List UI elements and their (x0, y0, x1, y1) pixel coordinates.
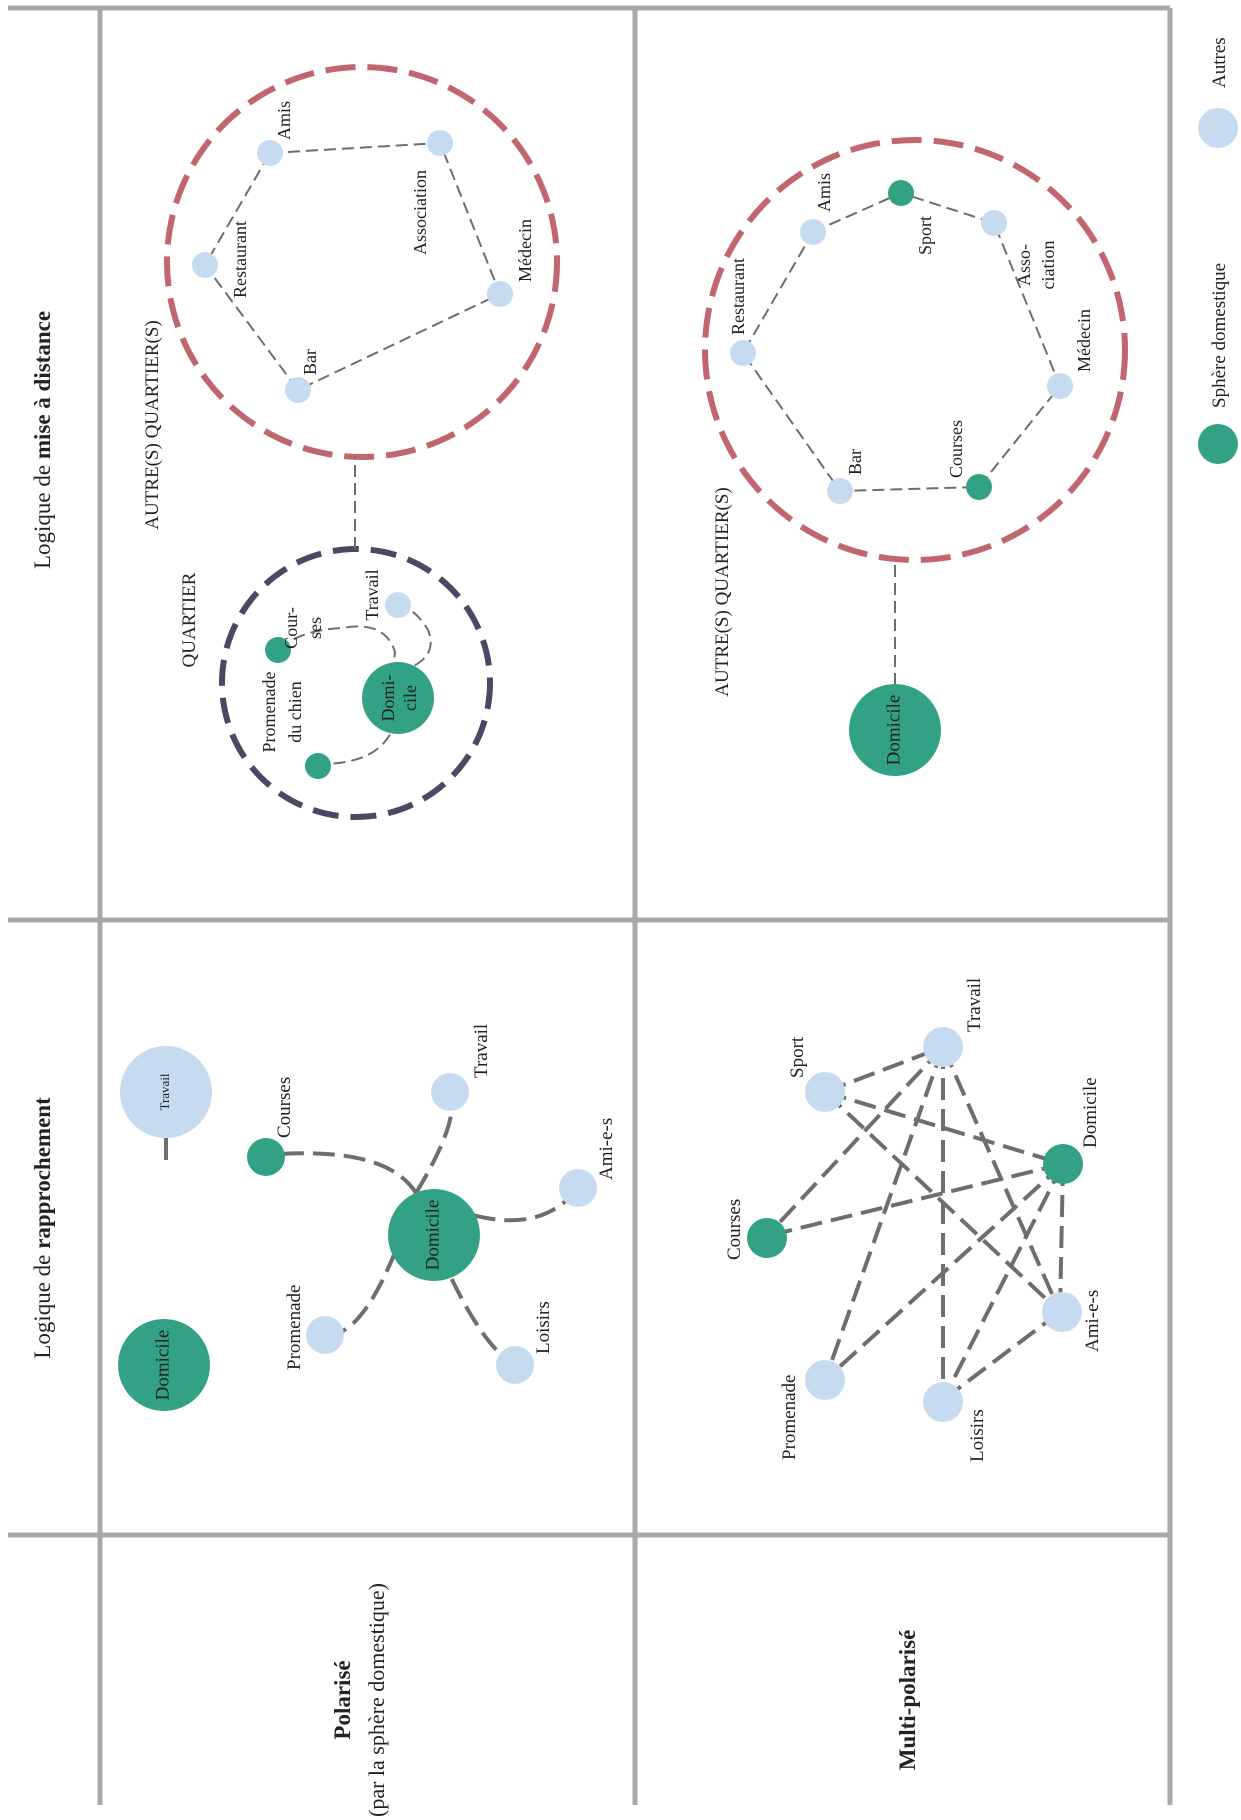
far-node-amis (257, 140, 283, 166)
multi-autres-quartiers-label: AUTRE(S) QUARTIER(S) (712, 487, 733, 696)
domicile-local-label: Domi-cile (378, 674, 420, 721)
ring-node-restaurant (730, 340, 756, 366)
cell-distance-multi: AUTRE(S) QUARTIER(S) Domicile Amis Sport… (702, 137, 1128, 776)
multi-node-courses (747, 1218, 787, 1258)
legend-domestic-label: Sphère domestique (1209, 263, 1230, 408)
multi-label-promenade: Promenade (779, 1375, 800, 1460)
node-travail-local (385, 592, 411, 618)
legend-domicile-node (118, 1319, 210, 1411)
far-label-amis: Amis (274, 101, 294, 140)
ring-label-association: Asso-ciation (1014, 241, 1058, 290)
multi-domicile-node (849, 684, 941, 776)
row-title-multi-polarise: Multi-polarisé (895, 1630, 920, 1771)
ring-label-bar: Bar (845, 449, 865, 475)
ring-node-medecin (1047, 373, 1073, 399)
header-mise-a-distance: Logique de mise à distance (30, 311, 55, 569)
far-label-medecin: Médecin (515, 219, 535, 282)
multi-node-sport (805, 1072, 845, 1112)
far-label-restaurant: Restaurant (230, 221, 250, 298)
label-courses: Courses (274, 1077, 295, 1138)
label-promenade: Promenade (284, 1285, 305, 1370)
cell-rapprochement-polarise: Domicile Travail Domicile Courses Travai… (118, 1024, 617, 1411)
node-loisirs (496, 1346, 534, 1384)
node-domicile-center (388, 1189, 480, 1281)
node-courses-local (265, 637, 291, 663)
node-promenade (306, 1316, 344, 1354)
courses-local-label: Cour-ses (281, 607, 325, 649)
label-travail: Travail (471, 1024, 492, 1078)
ring-autres-quartiers (164, 64, 560, 460)
ring-node-association (981, 210, 1007, 236)
ring-node-sport (888, 180, 914, 206)
ring-label-courses: Courses (946, 420, 966, 478)
multi-node-promenade (805, 1360, 845, 1400)
travail-local-label: Travail (362, 569, 382, 620)
header-rapprochement: Logique de rapprochement (30, 1097, 55, 1359)
far-label-association: Association (410, 170, 430, 255)
ring-node-courses (966, 474, 992, 500)
multi-node-ami-e-s (1042, 1292, 1082, 1332)
autres-quartiers-label: AUTRE(S) QUARTIER(S) (142, 320, 163, 529)
multi-label-ami-e-s: Ami-e-s (1082, 1290, 1103, 1352)
multi-ring-autres-quartiers (702, 137, 1128, 563)
legend-other-label: Autres (1209, 37, 1230, 88)
node-domicile-center-label: Domicile (422, 1200, 443, 1271)
multi-node-domicile (1043, 1144, 1083, 1184)
multi-node-loisirs (923, 1382, 963, 1422)
multi-node-travail (923, 1027, 963, 1067)
ring-label-medecin: Médecin (1074, 309, 1094, 372)
row-subtitle-polarise: (par la sphère domestique) (364, 1583, 389, 1817)
multi-label-sport: Sport (787, 1036, 808, 1078)
ring-node-amis (800, 219, 826, 245)
multi-domicile-label: Domicile (883, 695, 904, 766)
quartier-label: QUARTIER (179, 572, 200, 667)
node-promenade-local (305, 753, 331, 779)
row-title-polarise: Polarisé (330, 1660, 355, 1739)
label-loisirs: Loisirs (533, 1301, 554, 1354)
multi-label-travail: Travail (964, 978, 985, 1032)
far-node-association (427, 130, 453, 156)
far-label-bar: Bar (300, 349, 320, 375)
cell-distance-polarise: QUARTIER AUTRE(S) QUARTIER(S) Domi-cile … (142, 64, 560, 820)
ring-label-sport: Sport (915, 216, 935, 255)
node-domicile-local (362, 662, 434, 734)
legend-travail-label: Travail (157, 1073, 172, 1110)
legend-travail-node (120, 1046, 212, 1138)
cell-rapprochement-multi: Sport Travail Domicile Courses Promenade… (724, 978, 1103, 1462)
far-node-restaurant (192, 252, 218, 278)
node-travail (431, 1073, 469, 1111)
far-node-medecin (487, 281, 513, 307)
node-ami-e-s (559, 1169, 597, 1207)
legend-other-swatch (1198, 108, 1238, 148)
multi-label-loisirs: Loisirs (967, 1409, 988, 1462)
label-ami-e-s: Ami-e-s (596, 1118, 617, 1180)
legend-domicile-label: Domicile (152, 1330, 173, 1401)
multi-label-domicile: Domicile (1080, 1077, 1101, 1148)
legend-domestic-swatch (1198, 424, 1238, 464)
multi-label-courses: Courses (724, 1199, 745, 1260)
ring-label-restaurant: Restaurant (728, 258, 748, 335)
legend: Sphère domestique Autres (1198, 37, 1238, 464)
table-grid (8, 5, 1173, 1805)
node-courses (247, 1138, 285, 1176)
far-node-bar (285, 377, 311, 403)
ring-label-amis: Amis (814, 173, 834, 212)
ring-node-bar (827, 478, 853, 504)
promenade-local-label: Promenade du chien (259, 672, 305, 753)
